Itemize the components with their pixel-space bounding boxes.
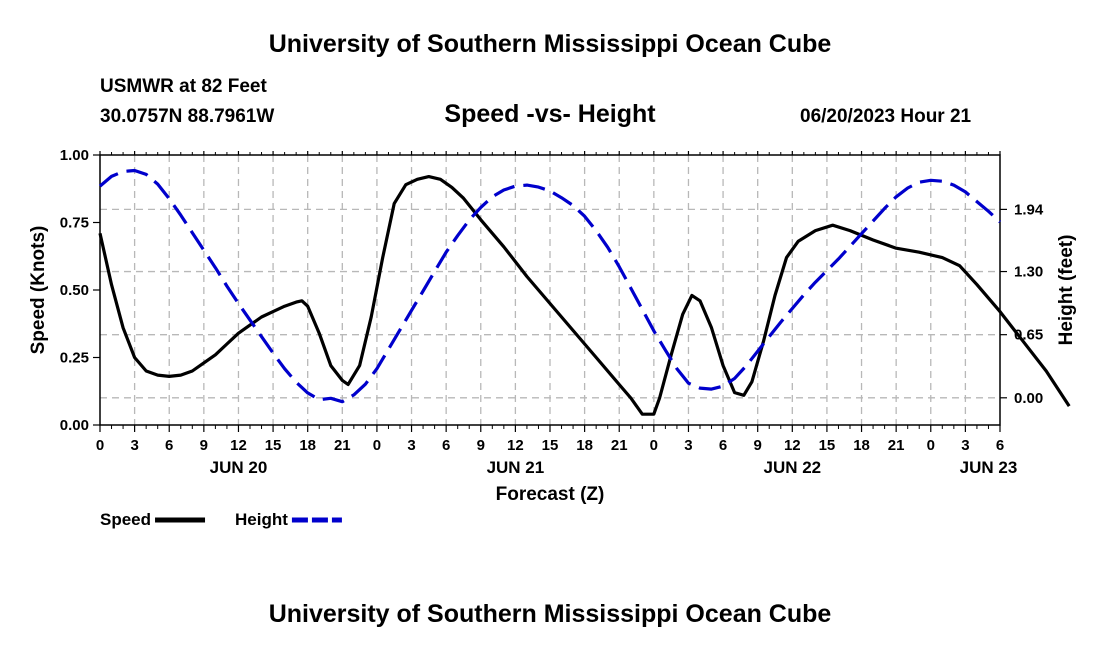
y-tick-label: 1.00 xyxy=(60,147,89,164)
x-tick-label: 3 xyxy=(407,437,415,454)
x-tick-label: 0 xyxy=(927,437,935,454)
date-label: JUN 20 xyxy=(210,458,268,477)
x-tick-label: 9 xyxy=(200,437,208,454)
date-label: JUN 23 xyxy=(960,458,1018,477)
legend-label-speed: Speed xyxy=(100,510,151,529)
y-tick-label: 0.75 xyxy=(60,215,89,232)
legend: Speed Height xyxy=(100,510,342,529)
footer-title: University of Southern Mississippi Ocean… xyxy=(268,600,832,628)
x-tick-label: 15 xyxy=(265,437,282,454)
x-axis-label: Forecast (Z) xyxy=(496,484,605,505)
x-tick-label: 9 xyxy=(477,437,485,454)
y-axis-label: Speed (Knots) xyxy=(28,226,49,355)
x-tick-label: 9 xyxy=(754,437,762,454)
data-series xyxy=(98,168,1071,416)
y-tick-label: 0.50 xyxy=(60,282,89,299)
x-tick-label: 12 xyxy=(507,437,524,454)
y-tick-label: 0.00 xyxy=(60,417,89,434)
axis-ticks xyxy=(93,151,1007,432)
x-tick-label: 21 xyxy=(888,437,905,454)
x-tick-label: 18 xyxy=(299,437,316,454)
axis-tick-labels: 0 3 6 9 12 15 18 21 0 3 6 9 12 15 18 21 0 3 6 9 12 15 18 21 0 3 6 J… xyxy=(60,147,1044,477)
y2-tick-label: 1.30 xyxy=(1014,264,1043,281)
legend-label-height: Height xyxy=(235,510,288,529)
y2-tick-label: 0.65 xyxy=(1014,327,1043,344)
x-tick-label: 18 xyxy=(853,437,870,454)
x-tick-label: 6 xyxy=(996,437,1004,454)
y2-tick-label: 0.00 xyxy=(1014,390,1043,407)
page-title: University of Southern Mississippi Ocean… xyxy=(268,30,832,58)
x-tick-label: 21 xyxy=(611,437,628,454)
date-label: JUN 22 xyxy=(763,458,821,477)
x-tick-label: 0 xyxy=(650,437,658,454)
x-tick-label: 12 xyxy=(230,437,247,454)
y-tick-label: 0.25 xyxy=(60,350,89,367)
x-tick-label: 0 xyxy=(96,437,104,454)
x-tick-label: 3 xyxy=(684,437,692,454)
x-tick-label: 3 xyxy=(130,437,138,454)
series-line-height xyxy=(98,168,1002,404)
coordinates-label: 30.0757N 88.7961W xyxy=(100,106,275,127)
x-tick-label: 15 xyxy=(542,437,559,454)
station-label: USMWR at 82 Feet xyxy=(100,76,267,97)
x-tick-label: 18 xyxy=(576,437,593,454)
x-tick-label: 12 xyxy=(784,437,801,454)
x-tick-label: 21 xyxy=(334,437,351,454)
chart-subtitle: Speed -vs- Height xyxy=(444,100,656,128)
x-tick-label: 6 xyxy=(165,437,173,454)
series-line-speed xyxy=(98,175,1071,416)
datetime-label: 06/20/2023 Hour 21 xyxy=(800,106,972,127)
x-tick-label: 15 xyxy=(819,437,836,454)
x-tick-label: 6 xyxy=(442,437,450,454)
y2-axis-label: Height (feet) xyxy=(1056,235,1077,346)
grid-lines xyxy=(100,155,1000,425)
date-label: JUN 21 xyxy=(487,458,545,477)
y2-tick-label: 1.94 xyxy=(1014,201,1044,218)
x-tick-label: 0 xyxy=(373,437,381,454)
x-tick-label: 6 xyxy=(719,437,727,454)
x-tick-label: 3 xyxy=(961,437,969,454)
